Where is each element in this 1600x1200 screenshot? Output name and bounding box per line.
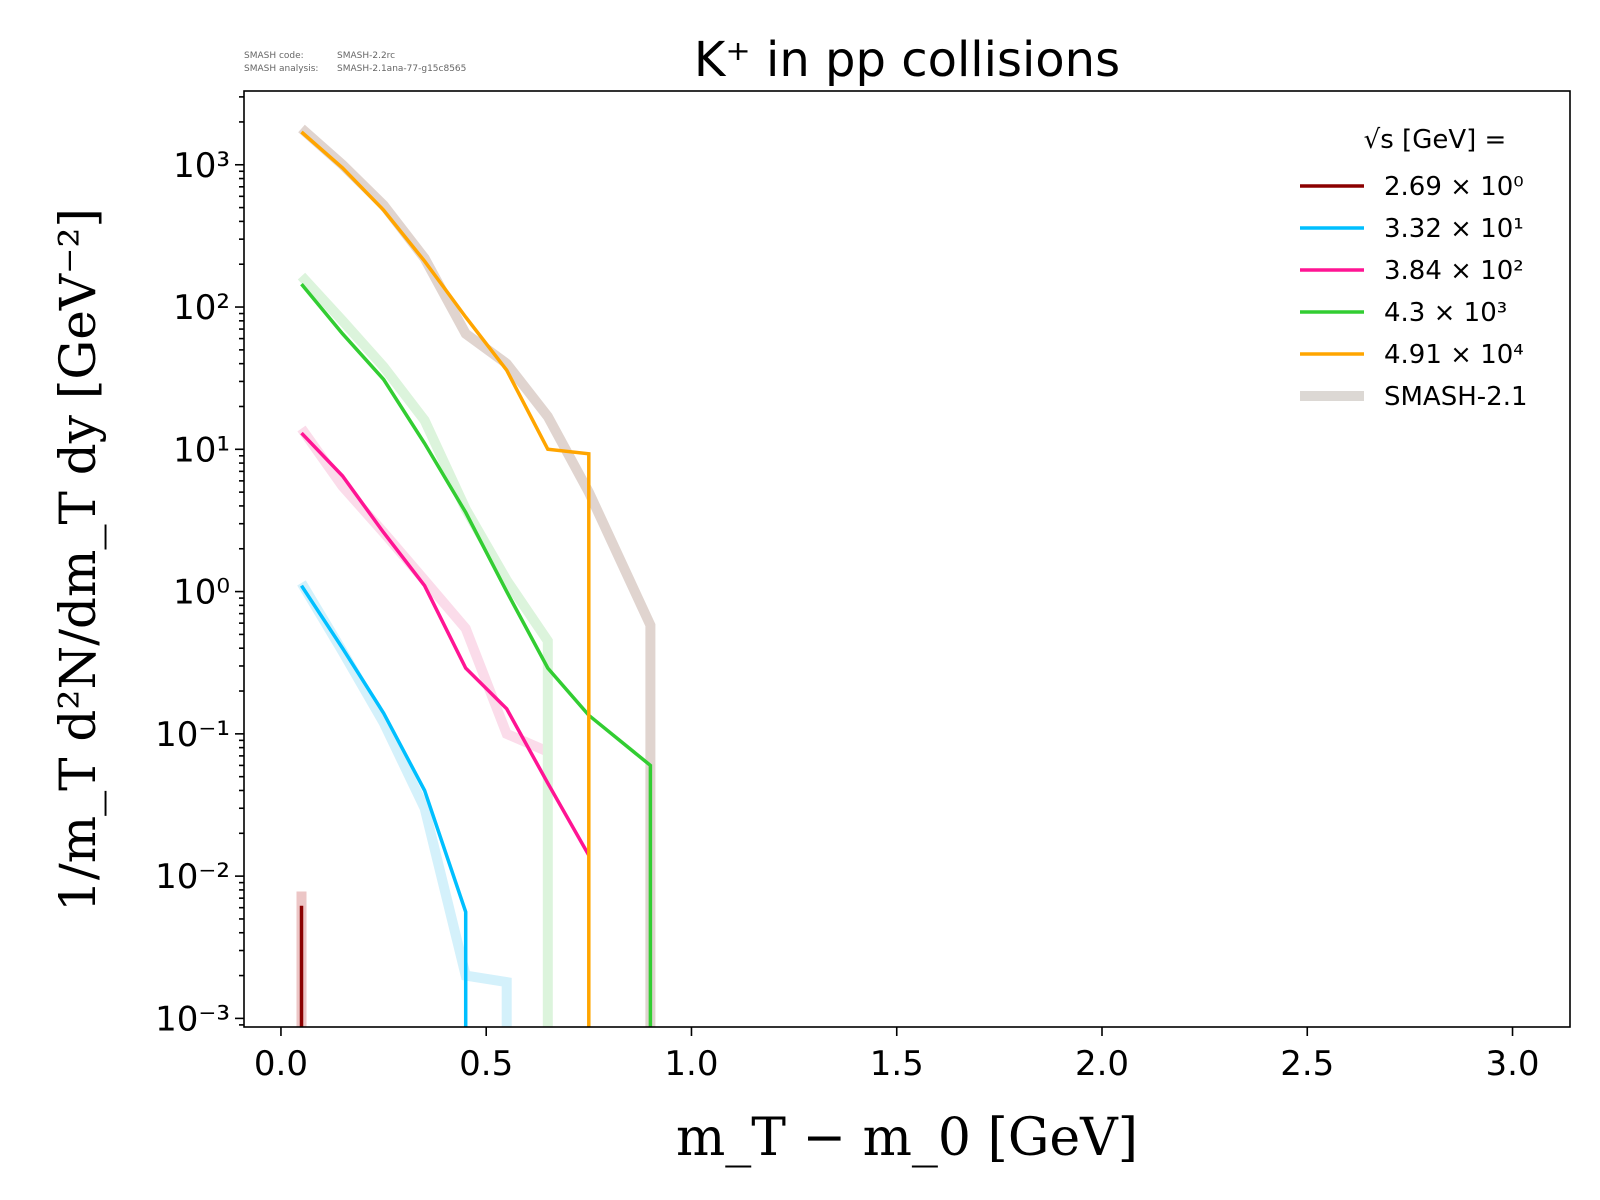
legend-label-2: 3.84 × 10² [1384,256,1524,286]
legend-label-1: 3.32 × 10¹ [1384,214,1524,244]
x-tick-label: 1.5 [870,1044,924,1084]
y-axis-label: 1/m_T d²N/dm_T dy [GeV⁻²] [49,208,107,912]
series-line-3 [300,282,653,1027]
smash-analysis-label: SMASH analysis: [244,64,318,74]
y-tick-label: 10⁻² [155,857,230,897]
series-line-2 [300,431,591,857]
legend-title: √s [GeV] = [1364,125,1507,155]
legend: √s [GeV] = 2.69 × 10⁰ 3.32 × 10¹ 3.84 × 10… [1300,125,1528,412]
legend-label-3: 4.3 × 10³ [1384,298,1507,328]
x-tick-label: 0.0 [254,1044,308,1084]
reference-line-4 [298,124,656,1027]
x-axis-label: m_T − m_0 [GeV] [676,1108,1138,1168]
reference-line-2 [297,425,550,757]
smash-code-value: SMASH-2.2rc [337,51,395,61]
legend-label-5: SMASH-2.1 [1384,382,1528,412]
x-axis-ticks: 0.0 0.5 1.0 1.5 2.0 2.5 3.0 [254,1027,1540,1084]
series-line-1 [300,584,468,1027]
reference-lines-group [296,124,656,1027]
y-tick-label: 10² [173,288,230,328]
reference-line-3 [297,272,553,1027]
legend-label-4: 4.91 × 10⁴ [1384,340,1524,370]
smash-code-label: SMASH code: [244,51,304,61]
x-tick-label: 3.0 [1485,1044,1539,1084]
y-tick-label: 10¹ [173,430,230,470]
y-axis-ticks: 10³ 10² 10¹ 10⁰ 10⁻¹ 10⁻² 10⁻³ [155,96,244,1039]
x-tick-label: 0.5 [459,1044,513,1084]
y-tick-label: 10³ [173,146,230,186]
x-tick-label: 2.0 [1075,1044,1129,1084]
chart-title: K⁺ in pp collisions [694,32,1120,88]
smash-analysis-value: SMASH-2.1ana-77-g15c8565 [337,64,466,74]
data-lines-group [299,130,653,1027]
legend-label-0: 2.69 × 10⁰ [1384,172,1524,202]
x-tick-label: 1.0 [664,1044,718,1084]
y-tick-label: 10⁰ [173,573,230,613]
y-tick-label: 10⁻³ [155,999,230,1039]
plot-frame [243,90,1571,1028]
x-tick-label: 2.5 [1280,1044,1334,1084]
series-line-4 [300,130,591,1027]
y-tick-label: 10⁻¹ [155,715,230,755]
